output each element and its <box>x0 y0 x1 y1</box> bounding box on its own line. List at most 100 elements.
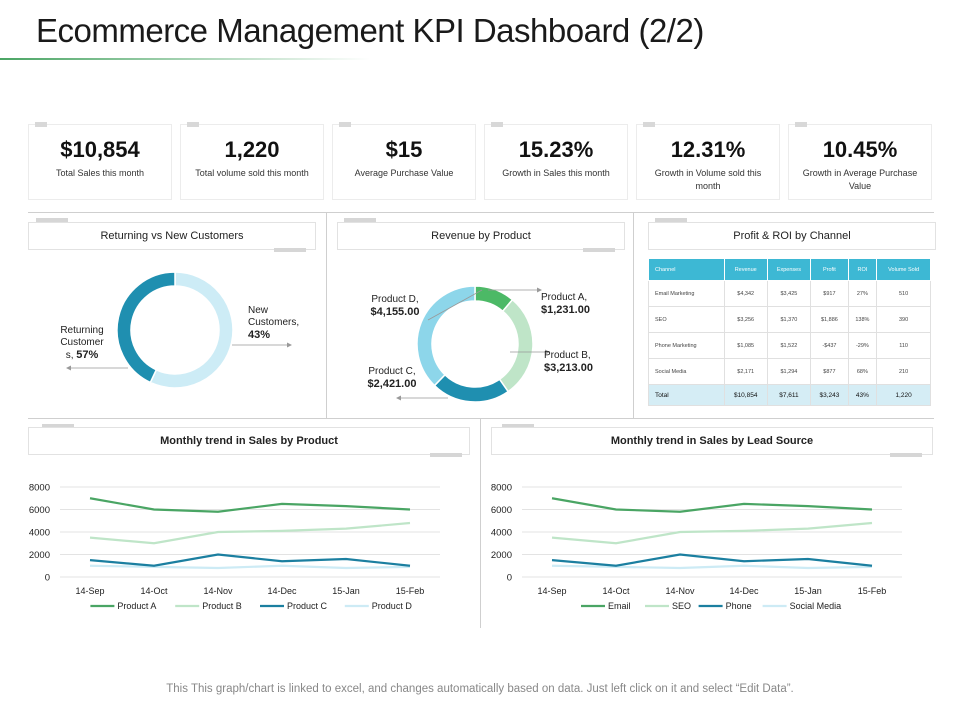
kpi-card-growth-volume: 12.31% Growth in Volume sold this month <box>636 122 780 200</box>
legend-label: Social Media <box>790 601 842 611</box>
donut-slice-product-b <box>498 298 534 393</box>
header-tab <box>430 453 462 457</box>
header-tab <box>583 248 615 252</box>
table-cell: SEO <box>648 306 725 333</box>
table-row: Phone Marketing $1,085 $1,522 -$437 -29%… <box>648 332 931 359</box>
series-line-seo <box>551 521 873 545</box>
kpi-card-total-sales: $10,854 Total Sales this month <box>28 122 172 200</box>
table-cell: Social Media <box>648 358 725 385</box>
table-cell: $1,085 <box>723 332 768 359</box>
table-total-row: Total $10,854 $7,611 $3,243 43% 1,220 <box>648 384 931 406</box>
kpi-label: Average Purchase Value <box>354 168 454 178</box>
kpi-value: 15.23% <box>518 137 594 162</box>
label-product-d-value: $4,155.00 <box>370 306 420 318</box>
kpi-card-growth-sales: 15.23% Growth in Sales this month <box>484 122 628 200</box>
kpi-card-growth-average: 10.45% Growth in Average Purchase Value <box>788 122 932 200</box>
table-cell: 138% <box>847 306 878 333</box>
table-cell: $4,342 <box>723 280 768 307</box>
leader-arrow <box>396 395 401 401</box>
series-line-phone <box>551 553 873 567</box>
divider <box>28 418 934 419</box>
table-cell: $1,294 <box>766 358 812 385</box>
kpi-value: 10.45% <box>822 137 898 162</box>
label-returning: Returning Customer s, 57% <box>56 325 108 362</box>
kpi-value: 1,220 <box>224 137 280 162</box>
leader-arrow <box>287 342 292 348</box>
label-product-a: Product A, $1,231.00 <box>541 292 611 317</box>
table-cell: -$437 <box>810 332 849 359</box>
table-cell: $3,256 <box>723 306 768 333</box>
table-cell: 1,220 <box>876 384 931 406</box>
column-header: Volume Sold <box>876 258 931 281</box>
legend-label: SEO <box>672 601 691 611</box>
kpi-label: Growth in Sales this month <box>502 168 610 178</box>
header-tab <box>655 218 687 222</box>
y-tick-label: 0 <box>507 573 512 584</box>
y-tick-label: 0 <box>45 573 50 584</box>
y-tick-label: 8000 <box>491 483 512 494</box>
label-product-b: Product B, $3,213.00 <box>544 350 614 375</box>
legend-label: Email <box>608 601 631 611</box>
table-cell: $3,243 <box>810 384 849 406</box>
y-tick-label: 2000 <box>491 550 512 561</box>
column-header: ROI <box>847 258 878 281</box>
y-tick-label: 4000 <box>491 528 512 539</box>
label-product-a-value: $1,231.00 <box>541 304 590 316</box>
donut-slice-product-d <box>416 285 476 387</box>
y-tick-label: 8000 <box>29 483 50 494</box>
label-product-c-value: $2,421.00 <box>367 378 417 390</box>
table-cell: $10,854 <box>723 384 768 406</box>
table-cell: $1,370 <box>766 306 812 333</box>
panel-title-customers: Returning vs New Customers <box>28 222 316 250</box>
panel-title-trend-lead: Monthly trend in Sales by Lead Source <box>491 427 933 455</box>
table-row: Social Media $2,171 $1,294 $877 68% 210 <box>648 358 931 385</box>
label-returning-pct: 57% <box>76 349 99 361</box>
legend-label: Product B <box>202 601 242 611</box>
kpi-label: Total volume sold this month <box>195 168 309 178</box>
kpi-label: Total Sales this month <box>55 168 145 178</box>
table-cell: 510 <box>876 280 931 307</box>
table-cell: 390 <box>876 306 931 333</box>
table-cell: $1,522 <box>766 332 812 359</box>
table-cell: $7,611 <box>766 384 812 406</box>
x-tick-label: 15-Feb <box>396 586 425 596</box>
x-tick-label: 15-Feb <box>858 586 887 596</box>
table-cell: -29% <box>847 332 878 359</box>
table-cell: 43% <box>847 384 878 406</box>
leader-arrow <box>545 349 550 355</box>
label-new-pct: 43% <box>248 329 271 341</box>
table-row: Email Marketing $4,342 $3,425 $917 27% 5… <box>648 280 931 307</box>
kpi-value: $10,854 <box>60 137 140 162</box>
kpi-card-average-purchase: $15 Average Purchase Value <box>332 122 476 200</box>
x-tick-label: 14-Sep <box>75 586 104 596</box>
label-new: New Customers, 43% <box>248 305 308 342</box>
table-cell: $917 <box>810 280 849 307</box>
table-row: SEO $3,256 $1,370 $1,886 138% 390 <box>648 306 931 333</box>
kpi-card-total-volume: 1,220 Total volume sold this month <box>180 122 324 200</box>
y-tick-label: 6000 <box>491 505 512 516</box>
series-line-product-b <box>89 521 411 545</box>
table-cell: Phone Marketing <box>648 332 725 359</box>
line-chart-sales-by-product: 0 2000 4000 6000 8000 14-Sep 14-Oct 14-Nov 14-De… <box>29 483 440 611</box>
label-product-b-name: Product B, <box>544 350 591 361</box>
legend-label: Product D <box>372 601 413 611</box>
label-new-name: New Customers, <box>248 305 300 328</box>
x-tick-label: 15-Jan <box>332 586 360 596</box>
divider <box>326 212 327 418</box>
title-underline <box>0 58 370 60</box>
label-product-a-name: Product A, <box>541 292 588 303</box>
x-tick-label: 14-Dec <box>267 586 297 596</box>
label-product-b-value: $3,213.00 <box>544 362 593 374</box>
divider <box>480 418 481 628</box>
x-tick-label: 14-Sep <box>537 586 566 596</box>
legend-label: Phone <box>726 601 752 611</box>
donut-slice-new-customers <box>116 271 176 384</box>
x-tick-label: 14-Oct <box>602 586 630 596</box>
table-cell: $1,886 <box>810 306 849 333</box>
table-cell: Total <box>648 384 725 406</box>
table-cell: $3,425 <box>766 280 812 307</box>
column-header: Channel <box>648 258 725 281</box>
kpi-value: 12.31% <box>670 137 746 162</box>
table-cell: Email Marketing <box>648 280 725 307</box>
